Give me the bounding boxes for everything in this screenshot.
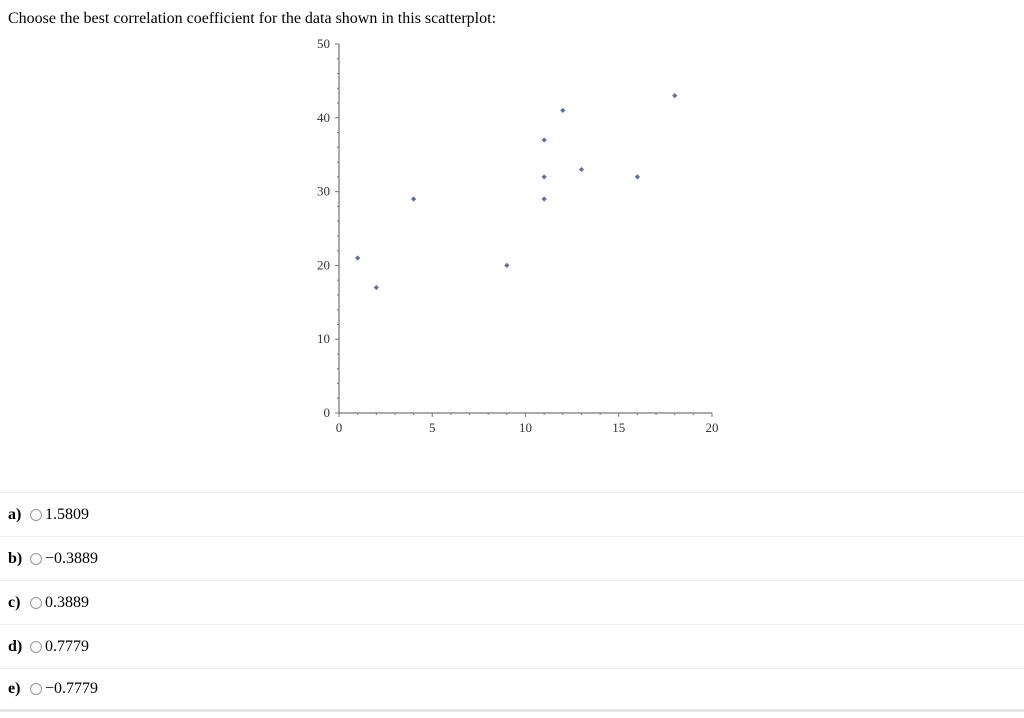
- option-value: 0.7779: [45, 637, 89, 655]
- x-tick-label: 10: [519, 420, 532, 435]
- scatter-point: [541, 174, 547, 180]
- x-tick-label: 20: [706, 420, 719, 435]
- y-axis-ticks: 0 10 20 30 40 50: [317, 36, 339, 420]
- y-tick-label: 30: [317, 184, 330, 199]
- radio-button[interactable]: [30, 596, 42, 609]
- option-letter: c): [8, 593, 21, 611]
- data-points: [355, 93, 678, 291]
- option-letter: b): [8, 549, 23, 567]
- radio-button[interactable]: [30, 508, 42, 521]
- scatterplot: 0 5 10 15 20 0 10 20 30 40 50: [317, 36, 719, 435]
- y-tick-label: 40: [317, 110, 330, 125]
- y-tick-label: 50: [317, 36, 330, 51]
- x-tick-label: 5: [429, 420, 436, 435]
- y-tick-label: 0: [324, 405, 331, 420]
- radio-button[interactable]: [30, 683, 42, 695]
- scatter-point: [355, 255, 361, 261]
- answer-option-c[interactable]: c) 0.3889: [0, 580, 1024, 624]
- scatter-point: [578, 166, 585, 173]
- x-tick-label: 0: [336, 420, 343, 435]
- question-text: Choose the best correlation coefficient …: [8, 10, 497, 27]
- option-value: 0.3889: [45, 593, 89, 611]
- scatter-point: [634, 174, 640, 180]
- scatter-point: [672, 93, 678, 99]
- axes: [338, 44, 712, 414]
- answer-option-a[interactable]: a) 1.5809: [0, 492, 1024, 536]
- scatter-point: [411, 196, 417, 202]
- answer-option-b[interactable]: b) −0.3889: [0, 536, 1024, 580]
- scatter-point: [541, 137, 547, 143]
- y-tick-label: 10: [317, 331, 330, 346]
- option-letter: d): [8, 637, 23, 655]
- scatter-point: [560, 107, 566, 114]
- x-tick-label: 15: [612, 420, 625, 435]
- y-tick-label: 20: [317, 257, 330, 272]
- scatter-point: [504, 262, 510, 268]
- radio-button[interactable]: [30, 640, 42, 653]
- option-value: −0.3889: [45, 549, 99, 567]
- scatter-point: [373, 284, 379, 291]
- option-value: −0.7779: [45, 680, 99, 697]
- option-value: 1.5809: [45, 505, 89, 523]
- x-axis-ticks: 0 5 10 15 20: [336, 413, 719, 435]
- option-letter: e): [8, 680, 21, 697]
- option-letter: a): [8, 505, 22, 523]
- answer-option-e[interactable]: e) −0.7779: [0, 668, 1024, 712]
- answer-options: a) 1.5809 b) −0.3889 c) 0.3889 d) 0.7779…: [0, 492, 1024, 712]
- answer-option-d[interactable]: d) 0.7779: [0, 624, 1024, 668]
- scatter-point: [541, 196, 547, 202]
- radio-button[interactable]: [30, 552, 42, 565]
